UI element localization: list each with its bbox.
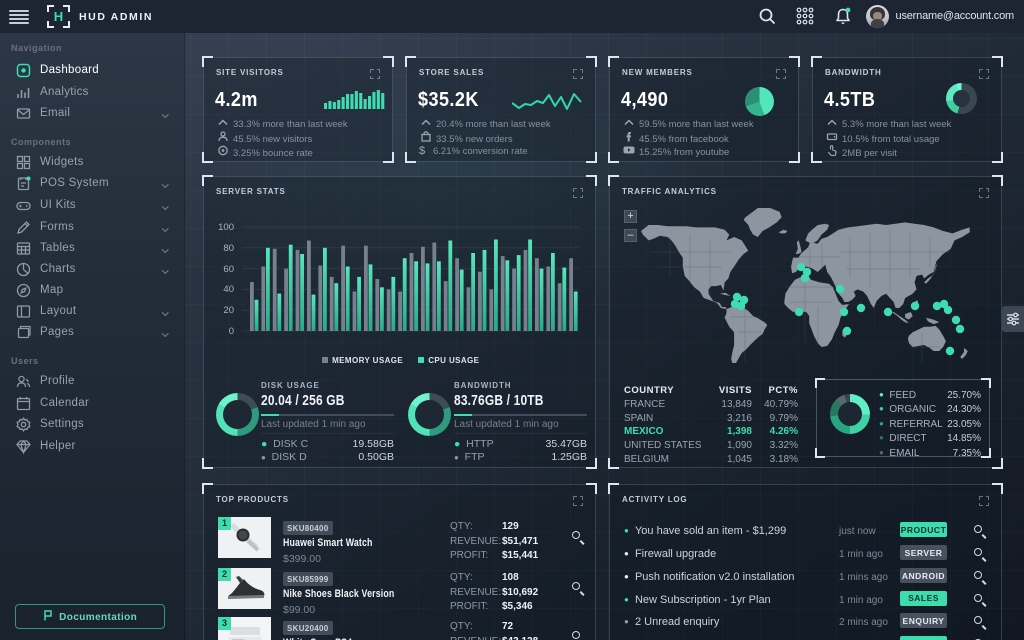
svg-text:20: 20 [223,305,234,316]
svg-text:0: 0 [229,326,234,337]
svg-text:80: 80 [223,243,234,254]
svg-text:100: 100 [218,222,234,233]
svg-text:60: 60 [223,264,234,275]
svg-text:40: 40 [223,284,234,295]
